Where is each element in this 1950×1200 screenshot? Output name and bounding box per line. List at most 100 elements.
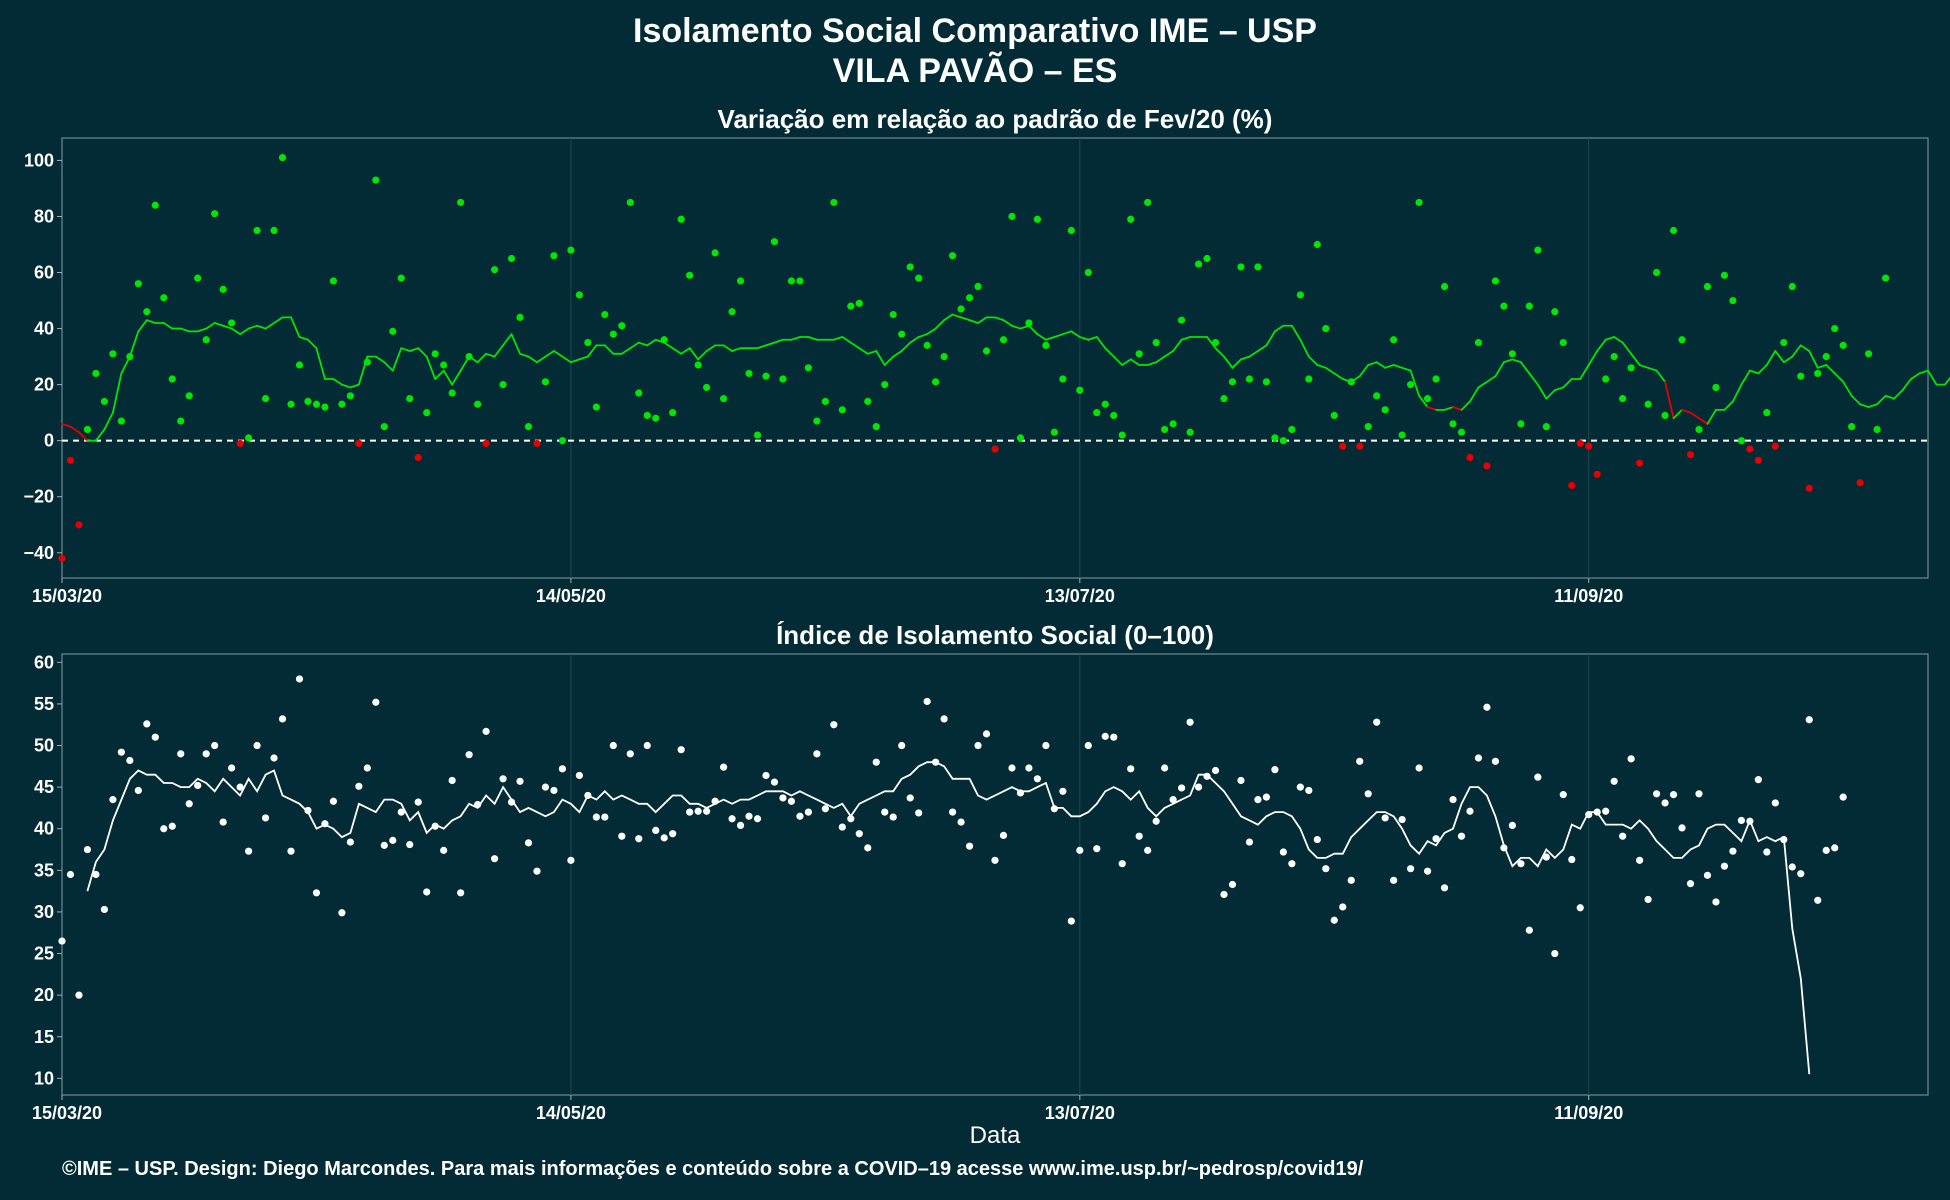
panel1-data-point [312,400,321,408]
panel1-data-point [770,238,779,246]
panel1-data-point [1008,212,1016,221]
panel1-data-point [940,352,948,361]
panel1-data-point [1805,484,1813,492]
panel1-moving-average-segment [765,341,776,347]
panel1-data-point [1067,226,1075,235]
panel2-data-point [245,847,253,855]
panel1-data-point [1415,198,1423,207]
panel1-moving-average-segment [1672,408,1683,420]
panel2-data-point [923,697,931,706]
panel1-moving-average-segment [1418,394,1429,408]
panel1-data-point [1797,372,1805,380]
panel2-data-point [550,786,558,795]
panel1-data-point [1093,409,1101,417]
panel2-data-point [440,846,448,854]
panel2-data-point [1330,916,1338,924]
panel1-moving-average-segment [1163,350,1175,358]
panel1-data-point [923,341,931,349]
panel2-data-point [228,764,236,772]
panel1-data-point [194,274,202,282]
panel2-data-point [1686,880,1695,888]
panel1-data-point [1305,375,1313,383]
panel2-data-point [1729,847,1737,855]
panel1-moving-average-segment [502,333,513,347]
panel2-data-point [1050,805,1058,813]
panel1-data-point [1831,324,1839,333]
panel1-data-point [1084,268,1092,277]
panel2-data-point [762,771,770,780]
panel2-data-point [1415,764,1423,772]
panel1-data-point [1636,459,1644,467]
panel1-data-point [499,381,507,389]
panel1-data-point [864,397,872,406]
panel2-data-point [1678,824,1686,832]
panel1-moving-average-segment [773,338,784,344]
panel2-data-point [134,786,142,795]
panel2-data-point [1245,838,1254,846]
panel1-data-point [1042,341,1050,349]
panel1-moving-average-segment [1782,355,1794,364]
panel2-data-point [1568,855,1576,864]
footer-credit: ©IME – USP. Design: Diego Marcondes. Par… [62,1158,1364,1180]
panel2-data-point [58,937,66,945]
panel1-data-point [524,423,533,431]
panel2-data-point [448,776,456,785]
panel1-data-point [932,378,940,386]
panel1-moving-average-segment [1214,347,1225,358]
panel1-moving-average-segment [1893,389,1904,400]
panel1-x-tick-label: 14/05/20 [536,586,606,606]
panel2-data-point [66,870,75,879]
panel2-data-point [1025,764,1033,772]
panel2-data-point [109,796,117,804]
panel2-data-point [1763,848,1771,856]
panel2-data-point [575,771,583,780]
panel1-moving-average-segment [95,428,106,442]
panel1-moving-average-segment [1248,350,1259,358]
panel1-moving-average-segment [451,369,462,386]
panel1-moving-average-segment [832,336,844,341]
panel2-data-point [940,715,948,723]
panel1-moving-average-segment [790,336,801,341]
panel1-data-point [83,425,92,434]
panel1-data-point [168,375,176,383]
panel1-data-point [601,310,609,319]
panel1-moving-average-segment [1299,338,1310,358]
panel2-data-point [1152,817,1160,825]
panel1-moving-average-segment [205,322,216,330]
panel1-y-tick-label: 0 [44,431,54,451]
panel1-data-point [1712,383,1720,392]
panel1-data-point [1788,282,1796,291]
panel2-data-point [770,778,779,786]
panel1-moving-average-segment [400,347,411,352]
panel1-data-point [965,294,974,302]
panel2-data-point [346,838,354,846]
panel1-data-point [1313,240,1321,249]
panel1-data-point [745,369,753,378]
panel1-data-point [1178,316,1186,324]
panel1-moving-average-segment [493,344,504,358]
panel1-moving-average-segment [620,347,632,355]
panel1-moving-average-segment [1748,369,1760,375]
panel1-moving-average-segment [1146,361,1158,366]
panel1-data-point [211,210,219,218]
panel1-data-point [889,310,897,319]
panel1-moving-average-segment [434,369,445,380]
panel2-data-point [321,820,329,828]
panel2-data-point [1661,799,1669,807]
panel1-data-point [304,397,312,406]
panel2-data-point [278,715,287,723]
panel1-data-point [957,305,965,313]
panel1-data-point [1814,369,1822,378]
panel2-data-point [1237,776,1245,785]
panel1-moving-average-segment [383,361,394,372]
panel1-moving-average-segment [553,350,564,358]
panel2-data-point [1839,793,1847,801]
panel1-moving-average-segment [1910,372,1921,380]
panel1-moving-average-segment [1112,355,1124,366]
panel2-data-point [1720,862,1729,870]
panel2-data-point [1220,890,1228,899]
panel2-data-point [1500,844,1508,852]
panel1-data-point [703,383,711,392]
panel1-moving-average-segment [586,344,598,358]
panel2-data-point [1483,703,1491,711]
